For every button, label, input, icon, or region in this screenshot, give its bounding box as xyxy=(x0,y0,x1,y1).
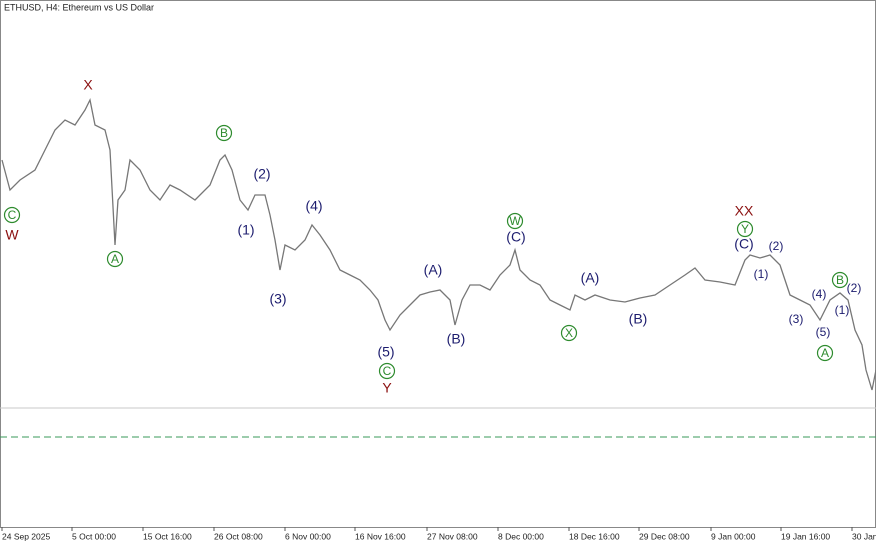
wave-label: A xyxy=(821,346,829,360)
x-tick-label: 9 Jan 00:00 xyxy=(711,531,756,541)
wave-label: (C) xyxy=(734,236,753,252)
wave-label: C xyxy=(383,364,392,378)
wave-circle xyxy=(506,212,524,230)
wave-label: B xyxy=(836,273,844,287)
x-tick-label: 18 Dec 16:00 xyxy=(569,531,620,541)
x-tick-label: 26 Oct 08:00 xyxy=(214,531,263,541)
x-tick-label: 24 Sep 2025 xyxy=(2,531,50,541)
wave-label: (2) xyxy=(253,166,270,182)
wave-label: (2) xyxy=(847,281,862,295)
wave-circle xyxy=(378,362,396,380)
wave-label: Y xyxy=(382,380,392,396)
wave-label: (4) xyxy=(305,198,322,214)
x-tick-label: 19 Jan 16:00 xyxy=(781,531,830,541)
wave-label: (3) xyxy=(269,291,286,307)
chart-title: ETHUSD, H4: Ethereum vs US Dollar xyxy=(4,2,154,12)
x-tick-label: 15 Oct 16:00 xyxy=(143,531,192,541)
wave-label: A xyxy=(111,252,119,266)
x-tick-label: 8 Dec 00:00 xyxy=(498,531,544,541)
wave-label: C xyxy=(8,208,17,222)
wave-label: (A) xyxy=(424,262,443,278)
wave-label: (1) xyxy=(835,303,850,317)
wave-label: W xyxy=(5,227,19,243)
x-tick-label: 16 Nov 16:00 xyxy=(355,531,406,541)
wave-circle xyxy=(215,124,233,142)
x-tick-label: 29 Dec 08:00 xyxy=(639,531,690,541)
x-tick-label: 30 Jan xyxy=(852,531,876,541)
wave-circle xyxy=(816,344,834,362)
wave-label: (B) xyxy=(447,331,466,347)
wave-label: W xyxy=(509,214,521,228)
wave-circle xyxy=(831,271,849,289)
wave-circle xyxy=(3,206,21,224)
wave-label: (5) xyxy=(816,325,831,339)
chart-frame xyxy=(0,0,876,528)
wave-label: X xyxy=(565,326,573,340)
wave-label: X xyxy=(83,77,93,93)
wave-circle xyxy=(736,220,754,238)
wave-label: (3) xyxy=(789,312,804,326)
wave-label: XX xyxy=(735,203,754,219)
wave-label: (5) xyxy=(377,344,394,360)
wave-label: B xyxy=(220,126,228,140)
price-line xyxy=(1,98,876,391)
wave-label: (C) xyxy=(506,229,525,245)
wave-label: (4) xyxy=(812,287,827,301)
wave-label: (B) xyxy=(629,311,648,327)
wave-label: Y xyxy=(741,222,749,236)
wave-circle xyxy=(560,324,578,342)
wave-label: (2) xyxy=(769,239,784,253)
x-tick-label: 6 Nov 00:00 xyxy=(285,531,331,541)
x-tick-label: 5 Oct 00:00 xyxy=(72,531,116,541)
wave-circle xyxy=(106,250,124,268)
wave-label: (1) xyxy=(754,267,769,281)
x-tick-label: 27 Nov 08:00 xyxy=(427,531,478,541)
wave-label: (A) xyxy=(581,270,600,286)
wave-label: (1) xyxy=(237,222,254,238)
